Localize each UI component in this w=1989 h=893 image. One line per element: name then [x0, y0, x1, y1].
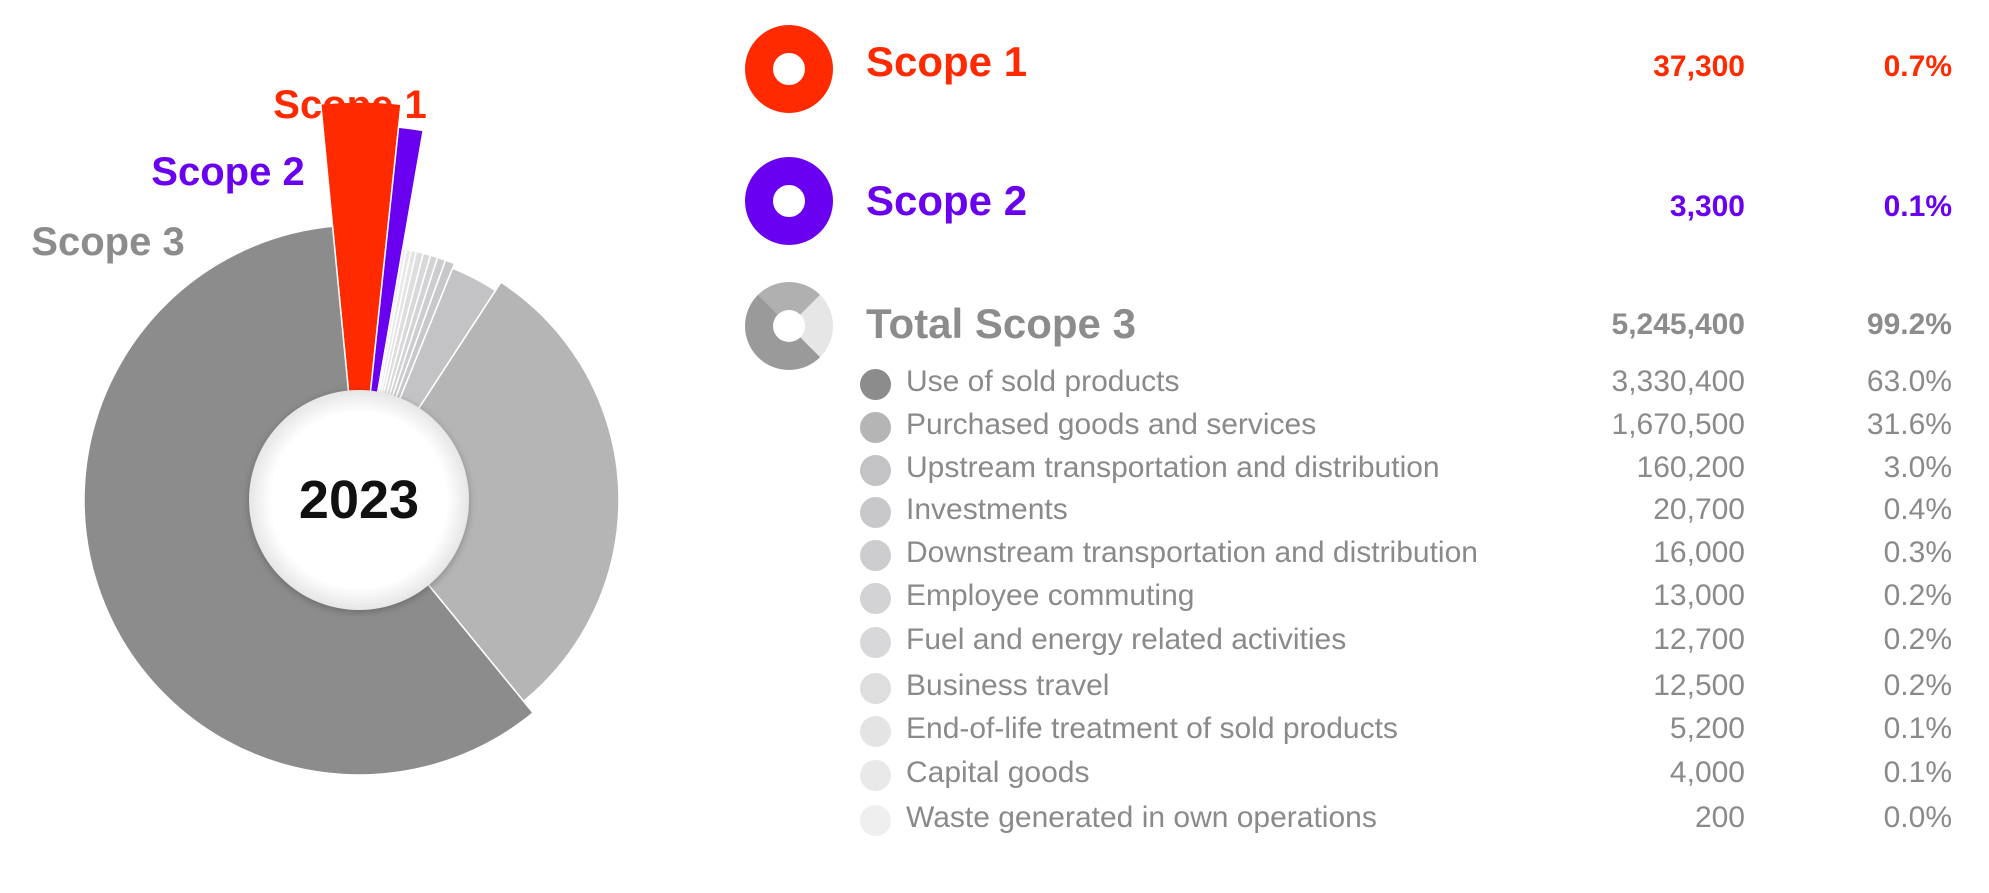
category-swatch — [860, 455, 891, 486]
category-label: Upstream transportation and distribution — [906, 451, 1440, 484]
category-label: Purchased goods and services — [906, 408, 1317, 441]
category-swatch — [860, 583, 891, 614]
category-percent: 31.6% — [1866, 408, 1952, 441]
category-percent: 0.0% — [1883, 801, 1952, 834]
category-swatch — [860, 369, 891, 400]
category-value: 13,000 — [1653, 579, 1745, 612]
legend-scope1-value: 37,300 — [1653, 50, 1745, 83]
category-percent: 0.1% — [1883, 712, 1952, 745]
category-percent: 0.4% — [1883, 493, 1952, 526]
category-label: Capital goods — [906, 756, 1090, 789]
category-label: Downstream transportation and distributi… — [906, 536, 1478, 569]
category-percent: 3.0% — [1883, 451, 1952, 484]
category-swatch — [860, 716, 891, 747]
category-swatch — [860, 497, 891, 528]
category-label: Business travel — [906, 669, 1110, 702]
category-percent: 63.0% — [1866, 365, 1952, 398]
legend-scope1-percent: 0.7% — [1883, 50, 1952, 83]
scope2-ring-icon — [745, 157, 833, 245]
legend-scope2-percent: 0.1% — [1883, 190, 1952, 223]
pie-label-scope1: Scope 1 — [273, 83, 426, 127]
category-value: 160,200 — [1636, 451, 1745, 484]
pie-slice-scope3-category — [358, 281, 620, 703]
category-label: Investments — [906, 493, 1068, 526]
legend-scope3-value: 5,245,400 — [1611, 308, 1745, 341]
category-value: 16,000 — [1653, 536, 1745, 569]
category-value: 12,500 — [1653, 669, 1745, 702]
category-swatch — [860, 540, 891, 571]
category-label: Use of sold products — [906, 365, 1180, 398]
category-swatch — [860, 412, 891, 443]
category-percent: 0.2% — [1883, 669, 1952, 702]
legend-scope2-value: 3,300 — [1669, 190, 1745, 223]
category-value: 4,000 — [1669, 756, 1745, 789]
scope3-ring-icon — [745, 282, 833, 370]
category-percent: 0.1% — [1883, 756, 1952, 789]
legend-scope3-percent: 99.2% — [1866, 308, 1952, 341]
category-label: Fuel and energy related activities — [906, 623, 1347, 656]
category-label: Waste generated in own operations — [906, 801, 1377, 834]
category-swatch — [860, 805, 891, 836]
pie-center-year: 2023 — [299, 470, 419, 530]
scope1-ring-icon — [745, 25, 833, 113]
category-value: 3,330,400 — [1611, 365, 1745, 398]
pie-center-hole — [249, 390, 469, 610]
category-swatch — [860, 760, 891, 791]
category-value: 200 — [1694, 801, 1745, 834]
legend-scope3-label: Total Scope 3 — [866, 300, 1136, 347]
category-label: End-of-life treatment of sold products — [906, 712, 1398, 745]
legend-scope2-label: Scope 2 — [866, 177, 1028, 224]
category-swatch — [860, 673, 891, 704]
category-percent: 0.2% — [1883, 579, 1952, 612]
category-value: 1,670,500 — [1611, 408, 1745, 441]
pie-label-scope3: Scope 3 — [31, 220, 184, 264]
pie-label-scope2: Scope 2 — [151, 150, 304, 194]
category-percent: 0.3% — [1883, 536, 1952, 569]
category-label: Employee commuting — [906, 579, 1195, 612]
category-value: 12,700 — [1653, 623, 1745, 656]
category-swatch — [860, 627, 891, 658]
category-value: 20,700 — [1653, 493, 1745, 526]
category-value: 5,200 — [1669, 712, 1745, 745]
category-percent: 0.2% — [1883, 623, 1952, 656]
pie-slice-scope1 — [319, 101, 402, 501]
legend-scope1-label: Scope 1 — [866, 38, 1028, 85]
